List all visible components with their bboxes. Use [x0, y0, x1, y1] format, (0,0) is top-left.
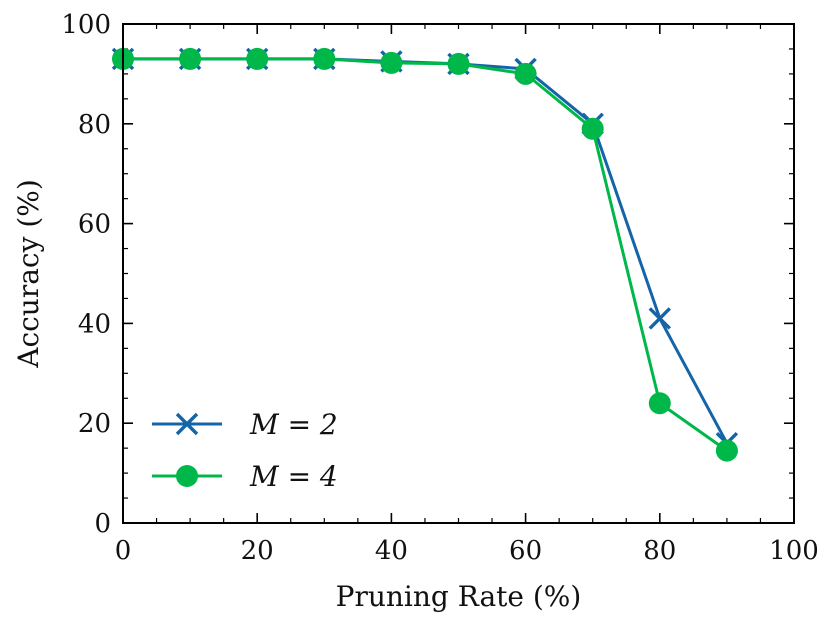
x-tick-label: 60: [509, 536, 542, 566]
x-tick-label: 40: [375, 536, 408, 566]
series-1-line: [123, 57, 729, 444]
legend-item: M = 4: [152, 460, 338, 493]
y-tick-label: 80: [78, 110, 111, 140]
series-2: [112, 47, 738, 462]
series-2-point: [179, 47, 202, 70]
legend-marker-x: [175, 412, 199, 436]
series-2-point: [715, 439, 738, 462]
x-tick-label: 20: [241, 536, 274, 566]
series-1-point: [648, 307, 672, 330]
legend-label: M = 4: [249, 460, 338, 493]
major-ticks: [122, 23, 795, 524]
minor-ticks: [123, 24, 794, 523]
x-tick-label: 80: [643, 536, 676, 566]
y-tick-label: 60: [78, 210, 111, 240]
series-2-point: [514, 62, 537, 85]
series-layer: [111, 47, 739, 462]
legend-marker-circle: [176, 465, 198, 487]
y-tick-label: 0: [94, 509, 111, 539]
series-2-point: [581, 117, 604, 140]
series-2-point: [313, 47, 336, 70]
y-tick-label: 100: [61, 10, 111, 40]
legend-label: M = 2: [249, 408, 338, 441]
series-1: [111, 47, 739, 455]
series-2-point: [648, 392, 671, 415]
plot-frame: [122, 23, 795, 524]
series-2-point: [447, 52, 470, 75]
x-axis-label: Pruning Rate (%): [336, 580, 582, 613]
series-2-line: [123, 57, 728, 452]
y-tick-label: 40: [78, 309, 111, 339]
series-2-point: [246, 47, 269, 70]
x-tick-label: 100: [769, 536, 819, 566]
x-tick-label: 0: [115, 536, 132, 566]
legend: M = 2 M = 4: [152, 408, 338, 493]
series-2-point: [380, 51, 403, 74]
legend-item: M = 2: [152, 408, 338, 441]
tick-labels: 0 20 40 60 80 100 0 20 40 60 80 100: [61, 10, 818, 566]
y-tick-label: 20: [78, 409, 111, 439]
y-axis-label: Accuracy (%): [12, 179, 45, 369]
